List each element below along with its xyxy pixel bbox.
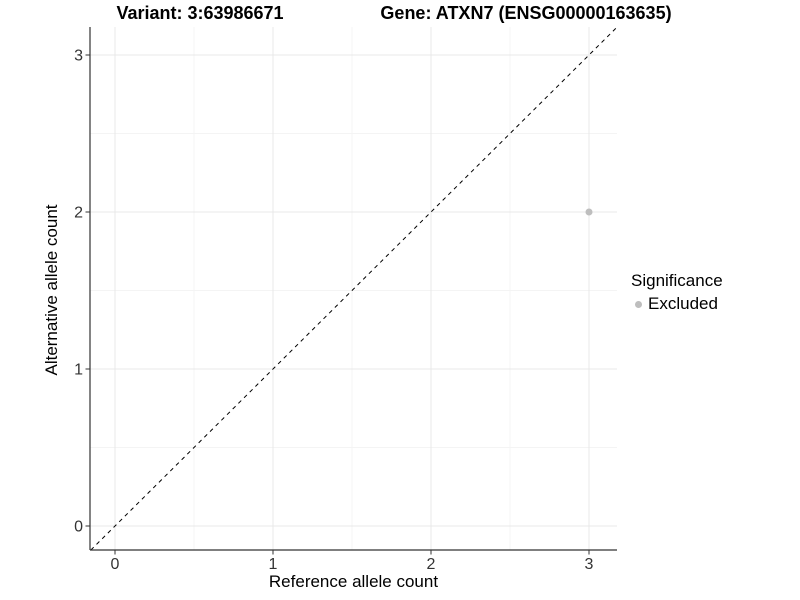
y-tick-label: 2	[74, 205, 83, 222]
y-tick-label: 3	[74, 48, 83, 65]
y-axis-title: Alternative allele count	[42, 204, 61, 376]
x-tick-label: 0	[111, 556, 120, 573]
x-axis-title: Reference allele count	[268, 572, 439, 591]
identity-reference-line	[90, 26, 618, 551]
y-tick-label: 1	[74, 362, 83, 379]
x-tick-label: 3	[585, 556, 594, 573]
x-tick-label: 2	[427, 556, 436, 573]
excluded-point-icon	[635, 300, 642, 308]
data-point	[585, 208, 593, 216]
y-tick-label: 0	[74, 519, 83, 536]
legend-entry-excluded: Excluded	[631, 294, 723, 314]
legend: Significance Excluded	[631, 271, 723, 314]
legend-title: Significance	[631, 271, 723, 290]
legend-entry-label: Excluded	[648, 294, 718, 313]
x-tick-label: 1	[269, 556, 278, 573]
plot-title-gene: Gene: ATXN7 (ENSG00000163635)	[380, 3, 672, 23]
plot-title-variant: Variant: 3:63986671	[116, 3, 284, 23]
